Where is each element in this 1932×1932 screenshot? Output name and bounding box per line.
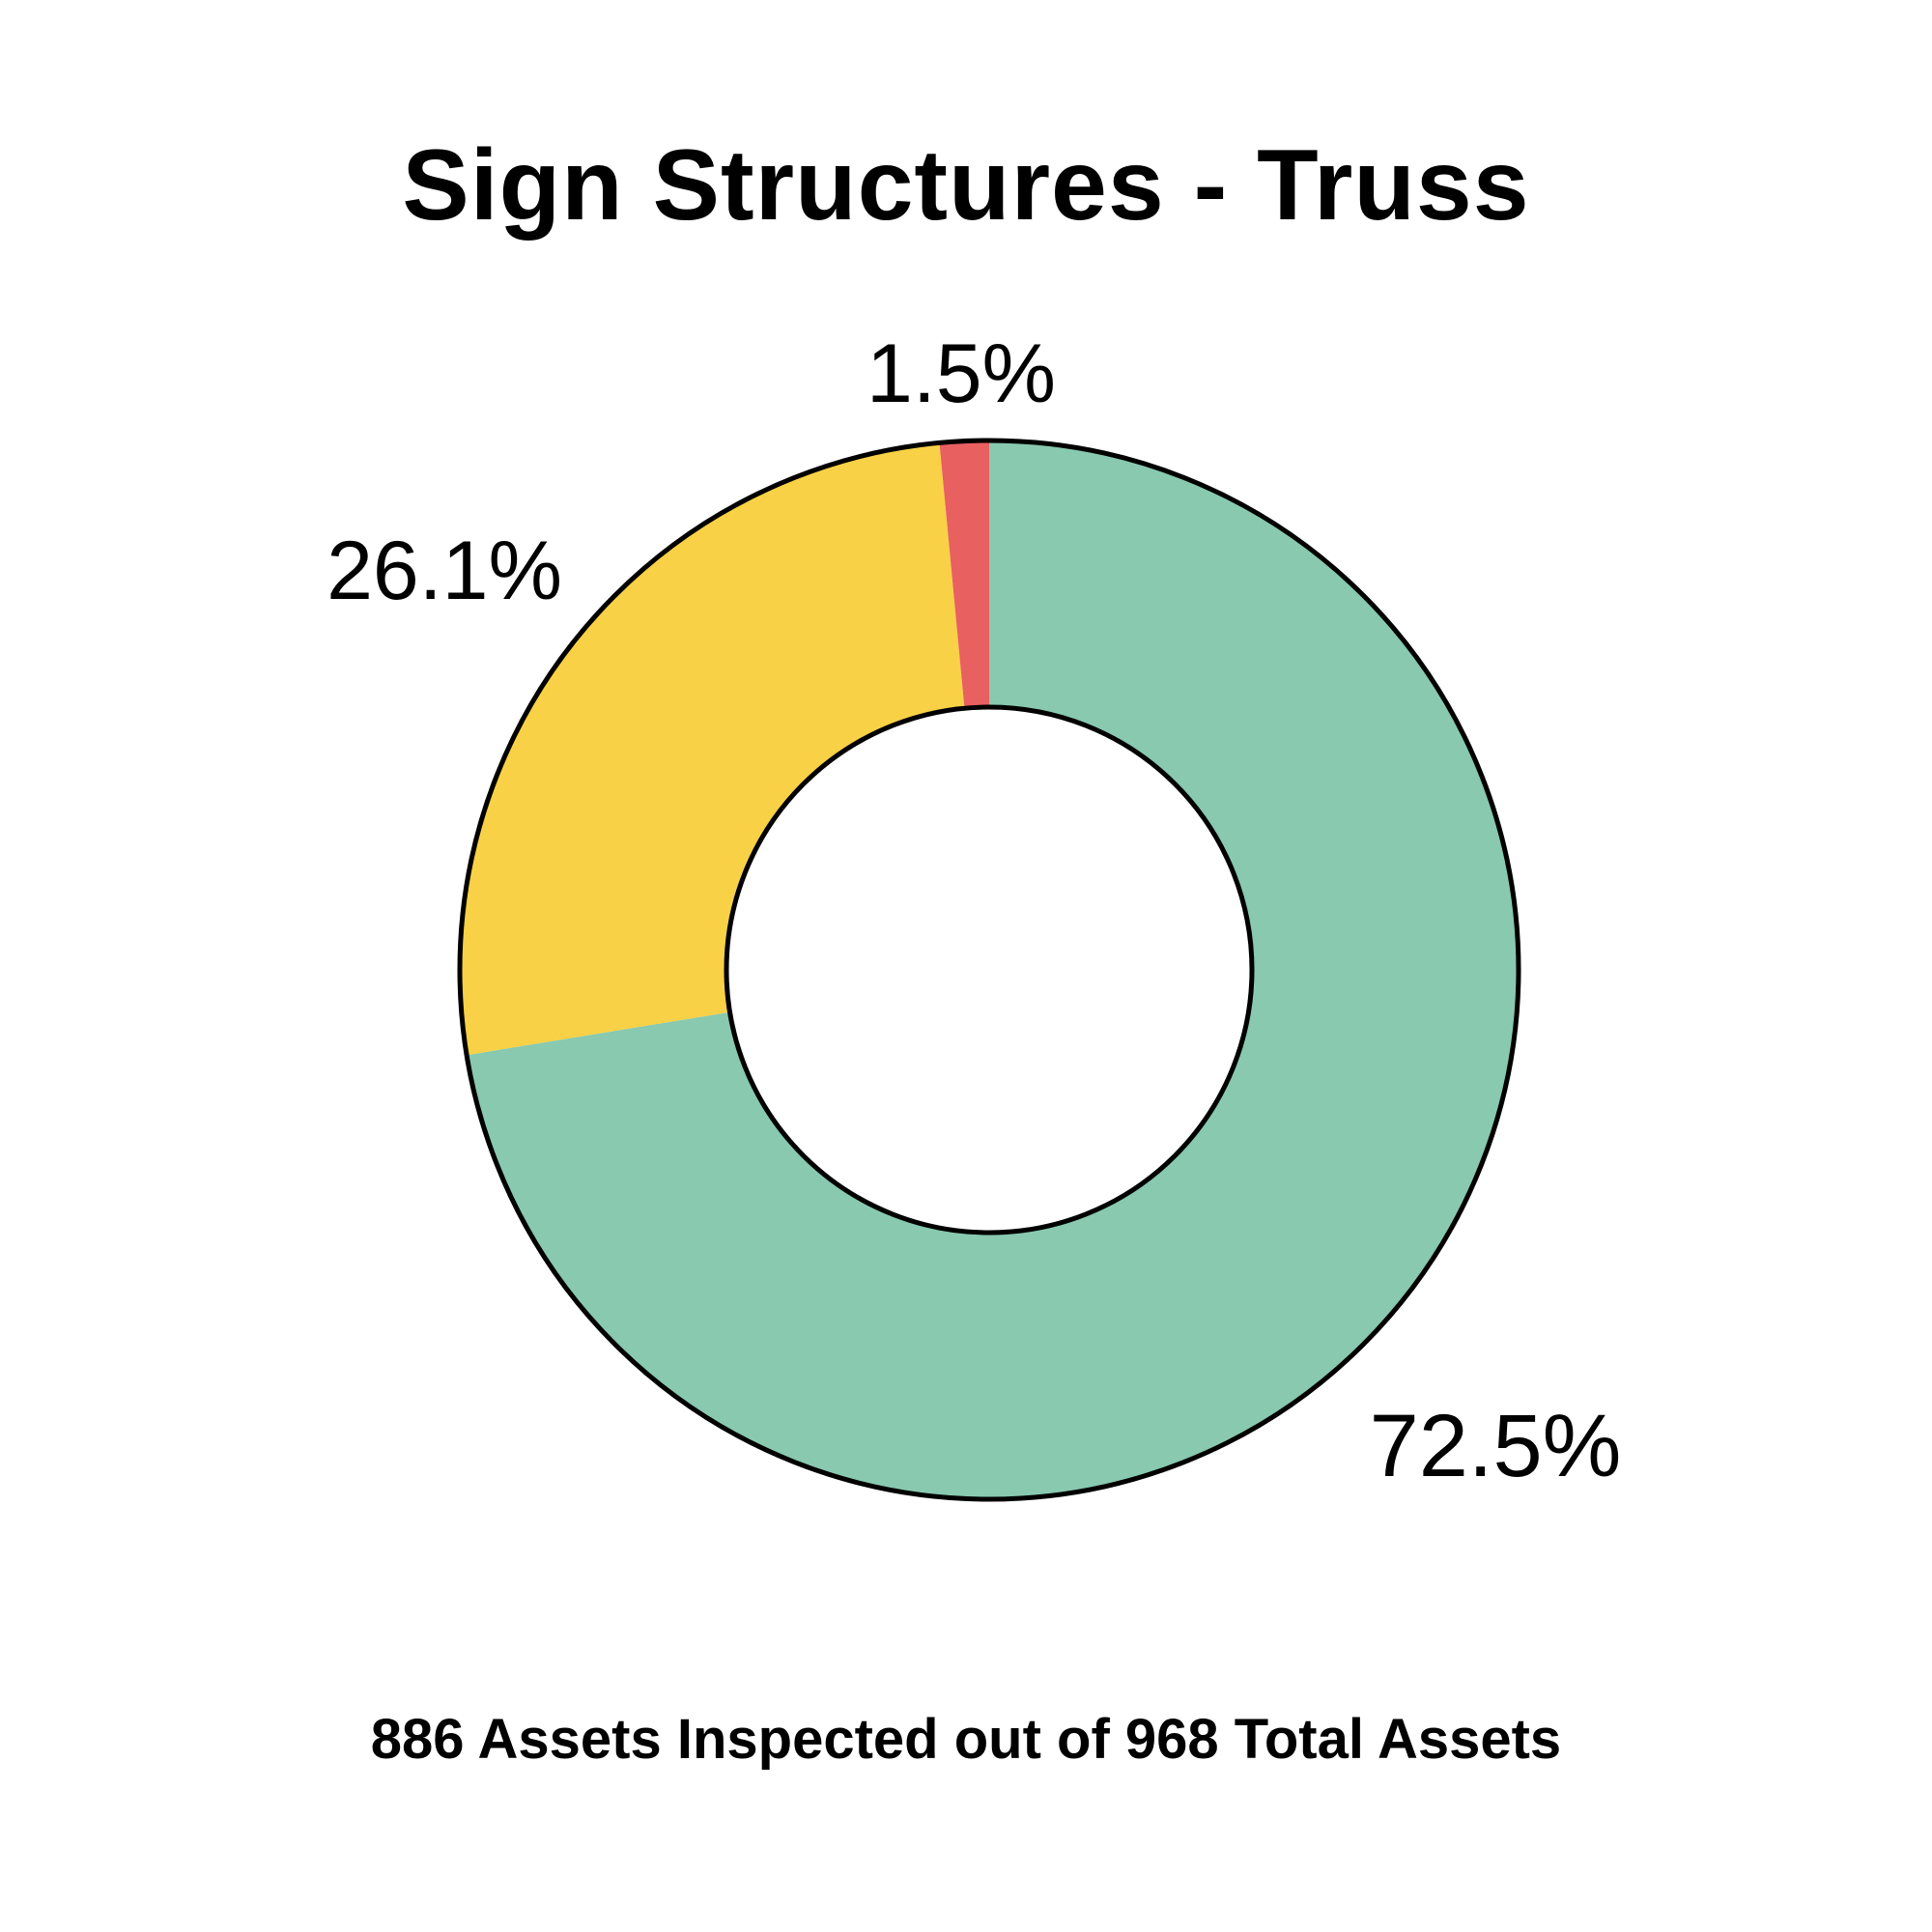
donut-hole: [724, 704, 1255, 1236]
donut-slice: [459, 442, 965, 1056]
slice-label: 72.5%: [1370, 1397, 1622, 1495]
slice-label: 1.5%: [867, 327, 1056, 420]
chart-footer: 886 Assets Inspected out of 968 Total As…: [370, 1708, 1562, 1771]
donut-outer-outline: [457, 438, 1521, 1502]
slice-label: 26.1%: [327, 525, 562, 617]
donut-slice: [939, 440, 989, 709]
donut-slice: [467, 440, 1520, 1500]
chart-title: Sign Structures - Truss: [402, 129, 1530, 242]
